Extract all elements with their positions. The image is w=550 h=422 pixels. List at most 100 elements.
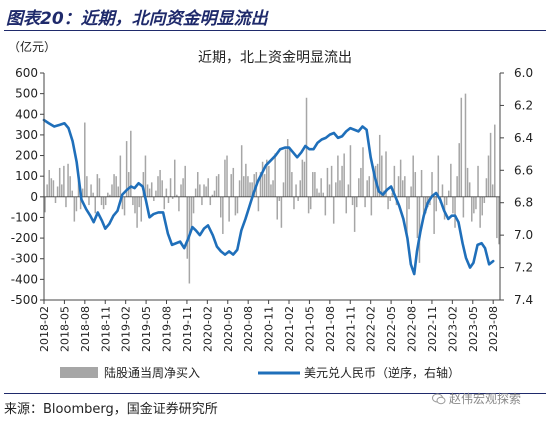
x-tick-label: 2023-08: [487, 306, 500, 352]
bar: [347, 184, 350, 197]
bar: [332, 196, 335, 224]
left-tick-label: 100: [15, 169, 38, 183]
x-tick-label: 2018-05: [58, 306, 71, 352]
bar: [92, 192, 94, 197]
chart-title: 近期，北上资金明显流出: [198, 50, 352, 66]
x-tick-label: 2022-11: [426, 306, 439, 352]
bar: [487, 155, 490, 197]
bar: [471, 196, 473, 222]
x-tick-label: 2021-02: [283, 306, 296, 352]
bar: [479, 196, 481, 228]
bar: [314, 172, 316, 197]
right-tick-label: 6.8: [514, 196, 533, 210]
bar: [253, 174, 255, 197]
bar: [337, 155, 339, 197]
bar: [360, 167, 362, 197]
bar: [412, 155, 414, 197]
bar: [90, 184, 92, 197]
bar: [259, 172, 262, 197]
bar: [167, 196, 170, 204]
bar: [270, 184, 272, 197]
bar: [163, 196, 166, 210]
bar: [473, 196, 475, 214]
bar: [50, 178, 53, 197]
legend-bar-label: 陆股通当周净买入: [104, 365, 200, 380]
bar: [215, 176, 218, 197]
bar: [494, 124, 496, 197]
bar: [98, 178, 101, 197]
bar: [276, 196, 278, 220]
left-tick-label: -100: [11, 210, 38, 224]
bar: [422, 196, 425, 218]
bar: [132, 196, 134, 206]
bar: [433, 196, 435, 234]
bar: [299, 180, 301, 197]
bar: [73, 196, 76, 222]
bar: [437, 155, 440, 197]
x-tick-label: 2021-11: [344, 306, 357, 352]
x-tick-label: 2019-08: [161, 306, 174, 352]
bar: [119, 155, 122, 197]
left-tick-label: -400: [11, 272, 38, 286]
bar: [339, 180, 341, 197]
bar: [353, 196, 356, 232]
bar: [378, 134, 381, 197]
bar: [343, 153, 345, 197]
bar: [385, 151, 387, 197]
bar: [268, 165, 270, 197]
left-tick-label: 500: [15, 87, 38, 101]
left-axis-unit: （亿元）: [8, 39, 56, 54]
bar: [393, 165, 396, 197]
x-tick-label: 2020-11: [263, 306, 276, 352]
left-axis-ticks: 600 500 400 300 200 100 0 -100 -200 -300 -400 -500: [11, 66, 44, 307]
bar: [148, 188, 151, 197]
bar: [454, 196, 456, 228]
bar: [245, 163, 247, 197]
bar: [153, 196, 155, 201]
bar: [416, 196, 419, 239]
bar: [217, 174, 220, 197]
x-tick-label: 2020-08: [242, 306, 255, 352]
bar: [199, 184, 201, 197]
x-tick-label: 2018-11: [99, 306, 112, 352]
bar: [111, 184, 113, 197]
bar: [316, 188, 318, 197]
bar: [460, 97, 463, 197]
bar: [150, 182, 153, 197]
bar: [247, 176, 249, 197]
bar: [466, 167, 469, 197]
left-tick-label: -500: [11, 293, 38, 307]
bar: [399, 159, 402, 197]
bar: [341, 165, 343, 197]
bar: [88, 196, 90, 206]
bar: [213, 190, 216, 197]
x-tick-label: 2020-05: [222, 306, 235, 352]
legend-bar-swatch: [60, 367, 98, 378]
bar: [441, 184, 444, 197]
right-tick-label: 6.2: [514, 98, 533, 112]
bar: [435, 196, 437, 212]
bar: [63, 165, 65, 197]
legend-line-label: 美元兑人民币（逆序，右轴）: [304, 365, 460, 380]
bar: [291, 172, 293, 197]
x-tick-label: 2019-11: [181, 306, 194, 352]
bar: [125, 141, 128, 197]
line-series: [42, 118, 495, 276]
bar: [115, 176, 117, 197]
bar: [56, 186, 59, 197]
bar: [274, 153, 276, 197]
bar: [489, 132, 492, 197]
bar: [209, 196, 212, 206]
bar: [303, 161, 306, 197]
bar: [236, 196, 239, 214]
bar: [326, 167, 329, 197]
x-tick-label: 2019-02: [120, 306, 133, 352]
bar: [257, 196, 260, 212]
right-tick-label: 7.2: [514, 261, 533, 275]
bar: [44, 196, 46, 213]
bar: [136, 196, 138, 228]
bar: [410, 186, 412, 197]
bar: [309, 196, 312, 210]
bar: [491, 184, 494, 197]
bar: [477, 165, 479, 197]
